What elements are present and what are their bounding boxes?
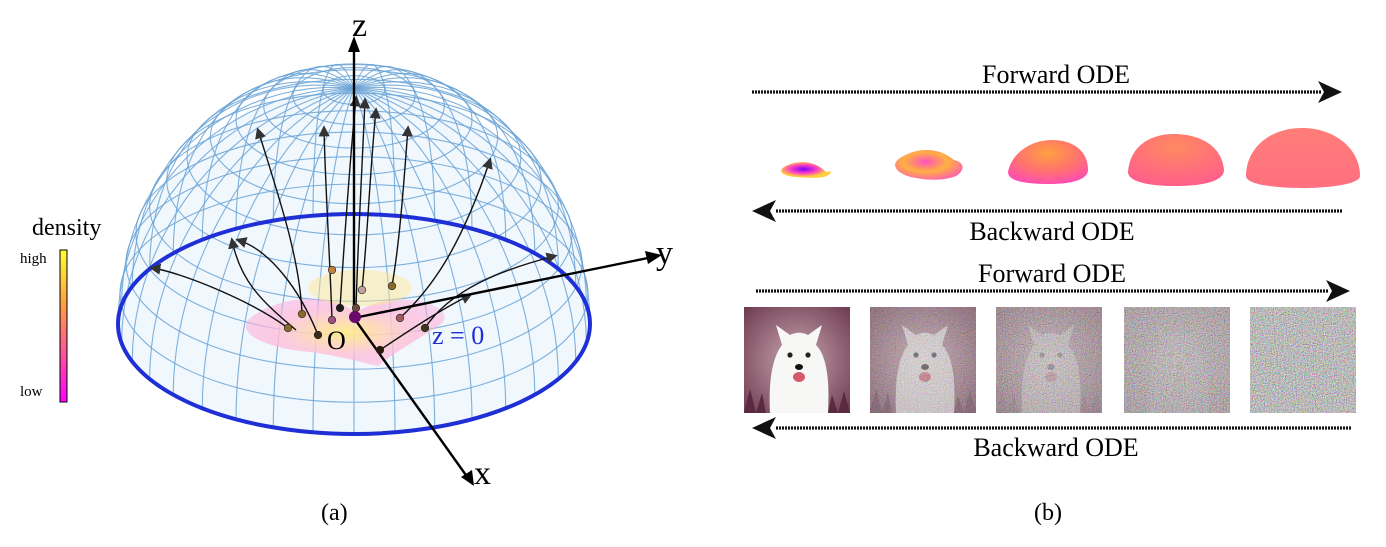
meridian-line — [235, 68, 355, 229]
meridian-line — [353, 68, 473, 229]
image-noisy-dog — [996, 307, 1102, 413]
z-axis-label: z — [352, 7, 367, 44]
top-backward-label: Backward ODE — [969, 217, 1134, 246]
meridian-line — [353, 87, 577, 362]
panel-b: Forward ODE Backward ODE Forward ODE Bac… — [744, 60, 1360, 526]
y-axis — [353, 256, 649, 320]
sample-points — [283, 265, 430, 355]
sample-point — [335, 303, 345, 313]
top-forward-label: Forward ODE — [982, 60, 1130, 89]
bottom-backward-label: Backward ODE — [973, 433, 1138, 462]
colorbar — [59, 249, 68, 403]
origin-dot — [349, 311, 361, 323]
meridian-line — [121, 86, 355, 305]
meridian-line — [149, 87, 355, 380]
sample-point — [357, 285, 367, 295]
sample-point — [313, 330, 323, 340]
origin-label: O — [327, 326, 346, 355]
sample-point — [351, 303, 361, 313]
meridian-line — [235, 87, 355, 420]
shape-stage-4 — [1128, 134, 1224, 186]
sample-point — [420, 323, 430, 333]
trajectory-group — [149, 95, 558, 351]
x-axis — [353, 317, 469, 479]
ode-trajectory — [149, 263, 289, 329]
bottom-backward-arrowhead — [752, 417, 776, 439]
meridian-line — [121, 87, 355, 344]
meridian-line — [353, 63, 396, 216]
meridian-line — [149, 81, 355, 270]
sample-point — [395, 313, 405, 323]
meridian-line — [353, 87, 559, 380]
meridian-line — [172, 87, 355, 395]
shape-stage-2 — [895, 149, 963, 180]
ode-trajectory — [379, 293, 473, 351]
x-axis-label: x — [474, 455, 491, 492]
panel-a: z y x O z = 0 density high low (a) — [20, 7, 673, 526]
meridian-line — [353, 87, 587, 344]
y-axis-label: y — [656, 235, 673, 272]
meridian-line — [272, 65, 355, 221]
sample-point — [387, 281, 397, 291]
image-slightly-noisy-dog — [870, 307, 976, 413]
meridian-line — [172, 77, 355, 254]
top-forward-arrowhead — [1318, 81, 1342, 103]
meridian-line — [312, 63, 355, 216]
meridian-line — [353, 72, 507, 240]
y-axis-arrowhead — [645, 251, 662, 264]
meridian-line — [353, 84, 577, 287]
meridian-line — [312, 87, 355, 433]
meridian-line — [272, 87, 355, 428]
bottom-forward-label: Forward ODE — [978, 259, 1126, 288]
top-backward-arrowhead — [752, 200, 776, 222]
colorbar-high-label: high — [20, 251, 47, 267]
meridian-line — [353, 87, 473, 420]
meridian-line — [353, 87, 536, 395]
shape-stage-5 — [1246, 128, 1360, 188]
ode-trajectory — [235, 237, 319, 336]
sample-point — [327, 315, 337, 325]
meridian-line — [353, 65, 436, 221]
density-heart — [245, 298, 445, 366]
ode-trajectory — [424, 252, 558, 329]
image-very-noisy-dog — [1124, 307, 1230, 413]
plane-label: z = 0 — [432, 321, 484, 350]
sample-point — [283, 323, 293, 333]
ode-trajectory — [361, 107, 381, 291]
ode-trajectory — [391, 125, 413, 287]
meridian-line — [201, 87, 355, 409]
sample-point — [375, 345, 385, 355]
x-axis-arrowhead — [461, 470, 474, 486]
bottom-forward-arrowhead — [1326, 280, 1350, 302]
ode-trajectory — [355, 97, 371, 309]
shape-stage-3 — [1008, 140, 1088, 184]
meridian-line — [131, 87, 355, 362]
meridian-line — [353, 77, 536, 254]
ode-trajectory — [228, 237, 297, 331]
image-clean-dog — [744, 307, 850, 413]
ode-trajectory — [318, 125, 333, 321]
meridian-line — [201, 72, 355, 240]
image-pure-noise — [1250, 307, 1356, 413]
image-row — [744, 307, 1356, 413]
panel-b-caption: (b) — [1034, 500, 1062, 526]
panel-a-caption: (a) — [321, 500, 348, 526]
colorbar-low-label: low — [20, 384, 43, 400]
sample-point — [297, 309, 307, 319]
meridian-line — [353, 86, 587, 305]
colorbar-title: density — [32, 215, 101, 241]
shape-stage-1 — [781, 162, 832, 178]
meridian-line — [353, 87, 507, 409]
ode-trajectory — [255, 127, 303, 315]
sample-point — [327, 265, 337, 275]
z-axis-arrowhead — [348, 36, 360, 52]
meridian-line — [353, 81, 559, 270]
shape-row — [781, 128, 1360, 188]
